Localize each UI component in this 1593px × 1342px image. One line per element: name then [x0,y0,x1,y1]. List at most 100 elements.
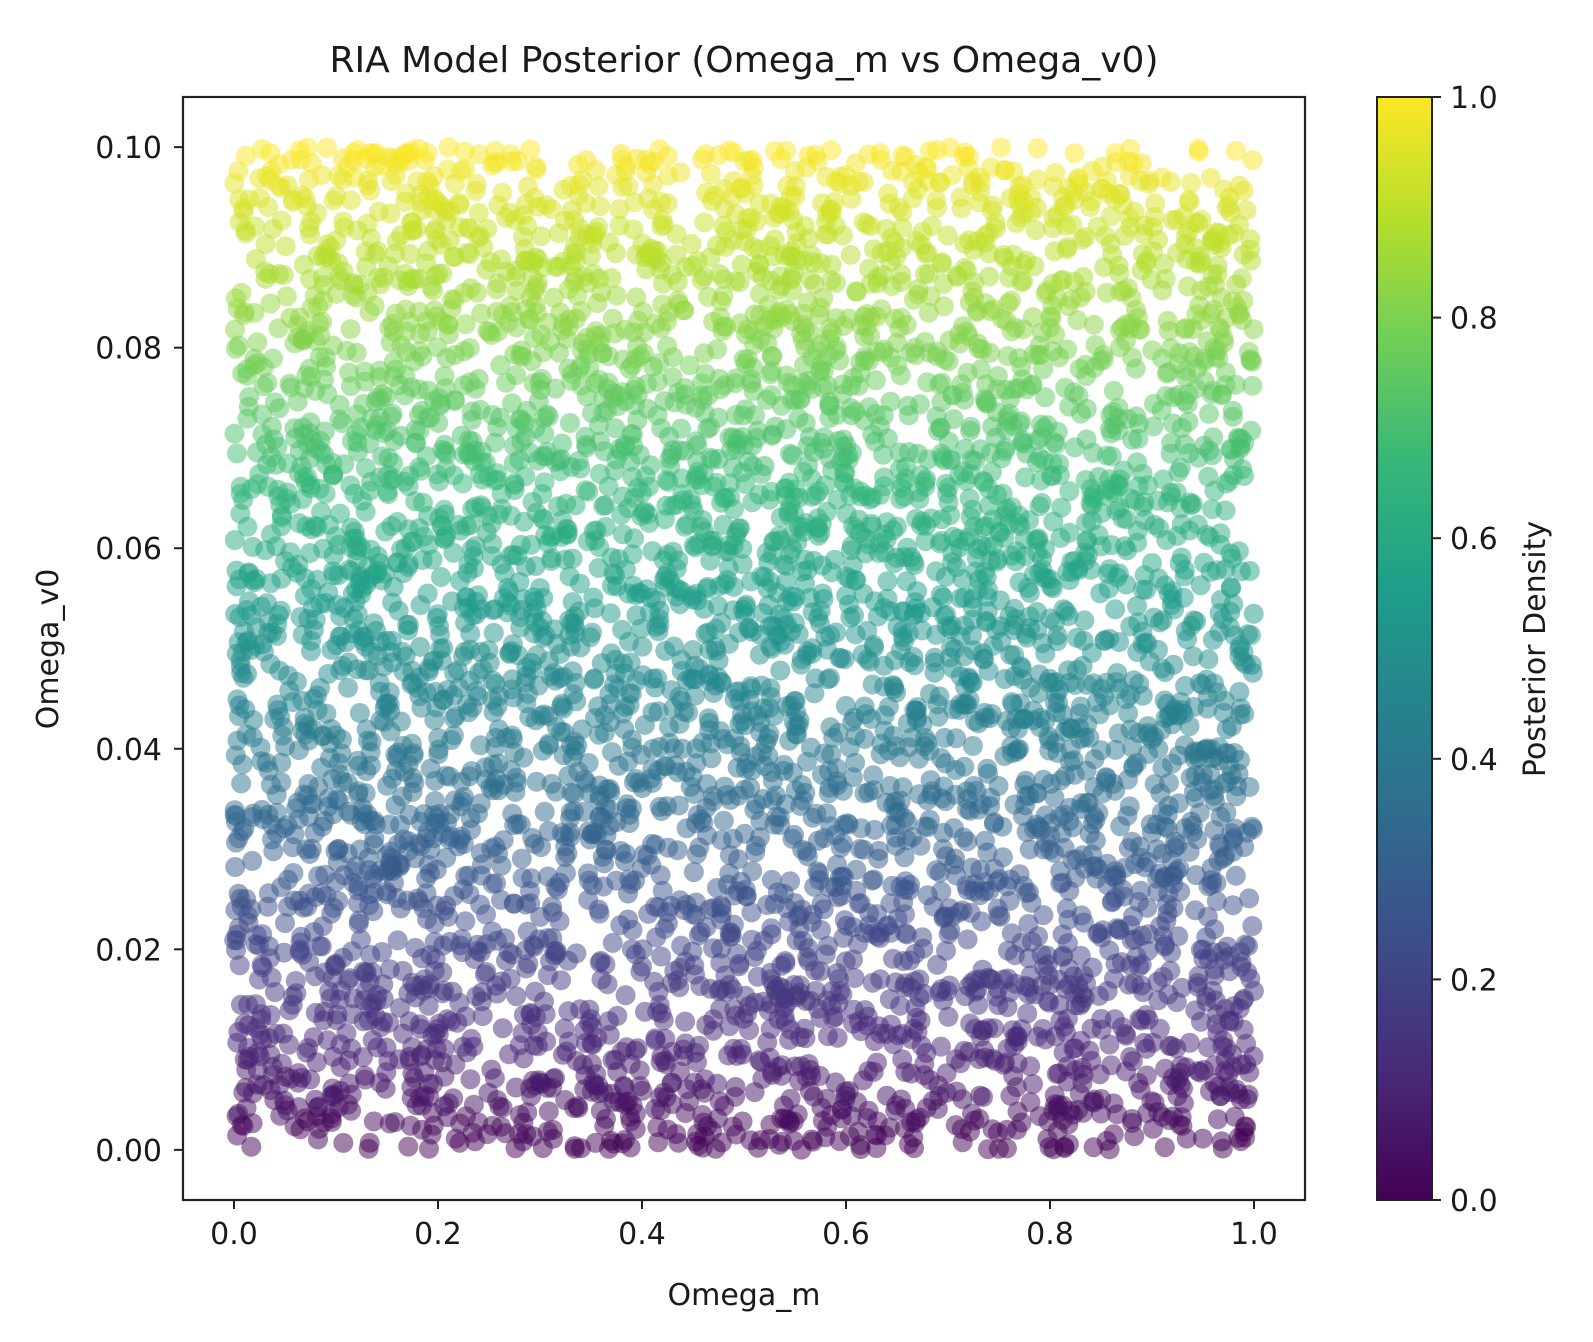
scatter-point [500,968,521,989]
scatter-point [513,226,533,247]
scatter-point [1097,981,1118,1001]
scatter-point [1225,865,1246,886]
scatter-point [1170,457,1191,478]
scatter-point [1070,403,1091,424]
scatter-point [465,181,486,201]
scatter-point [317,137,337,158]
scatter-point [322,1078,343,1099]
scatter-point [1169,858,1190,879]
scatter-point [1229,304,1250,325]
scatter-point [1144,514,1165,535]
scatter-point [1216,719,1237,740]
scatter-point [501,393,522,414]
scatter-point [673,300,694,321]
scatter-point [357,175,378,195]
scatter-point [694,212,715,233]
scatter-point [662,367,683,388]
scatter-point [727,943,748,964]
scatter-point [821,744,842,765]
scatter-point [667,840,688,861]
scatter-point [1045,162,1066,183]
scatter-point [307,685,328,706]
scatter-point [1206,872,1227,893]
scatter-point [723,457,743,478]
scatter-point [681,233,702,254]
scatter-point [455,314,476,335]
scatter-point [1065,1038,1086,1059]
scatter-point [990,590,1011,611]
scatter-point [825,215,846,236]
scatter-point [399,1011,420,1032]
scatter-point [237,365,258,386]
scatter-point [876,512,897,533]
scatter-point [760,235,781,256]
scatter-point [242,807,263,828]
scatter-point [896,830,917,851]
scatter-point [987,898,1008,919]
scatter-point [690,922,711,943]
scatter-point [426,608,447,628]
scatter-point [1197,698,1218,719]
scatter-point [746,211,766,232]
scatter-point [931,252,952,273]
scatter-point [1000,1085,1021,1106]
scatter-point [534,801,555,822]
scatter-point [528,249,549,270]
scatter-point [776,572,796,592]
scatter-point [595,839,616,860]
scatter-point [840,540,861,561]
scatter-point [951,198,972,219]
scatter-point [472,469,493,490]
scatter-point [834,910,855,931]
scatter-point [844,968,865,988]
scatter-point [940,647,960,668]
scatter-point [870,922,890,943]
scatter-point [257,896,278,917]
scatter-point [629,1060,650,1081]
scatter-point [1045,733,1066,754]
scatter-point [1109,337,1130,358]
scatter-point [1122,737,1143,758]
scatter-point [516,693,537,714]
scatter-point [404,351,425,372]
scatter-point [589,463,610,484]
scatter-point [741,369,762,390]
scatter-point [877,571,898,592]
scatter-point [762,616,783,636]
scatter-point [1204,673,1224,694]
scatter-point [626,585,646,605]
scatter-point [609,199,630,220]
scatter-point [983,813,1004,834]
scatter-point [812,583,833,604]
scatter-point [1178,221,1199,242]
scatter-point [1122,831,1143,852]
scatter-point [1023,1074,1043,1095]
scatter-point [1014,529,1035,550]
scatter-point [520,139,541,160]
scatter-point [1189,295,1210,316]
scatter-point [433,935,454,956]
scatter-point [1229,681,1250,702]
scatter-point [1047,631,1068,652]
scatter-point [398,614,419,635]
scatter-point [769,976,789,997]
scatter-point [589,952,610,973]
scatter-point [1149,612,1170,633]
scatter-point [424,710,445,730]
scatter-point [377,775,398,796]
scatter-point [996,502,1017,523]
scatter-point [1182,494,1203,514]
scatter-point [592,343,613,363]
scatter-point [285,428,306,449]
scatter-point [1064,382,1084,403]
scatter-point [589,903,610,924]
scatter-point [756,389,777,410]
scatter-point [228,883,249,904]
scatter-point [877,428,898,449]
scatter-point [427,337,448,358]
scatter-point [892,145,913,166]
scatter-point [524,188,545,208]
scatter-point [470,793,491,814]
scatter-point [1041,466,1061,487]
scatter-point [1096,672,1117,693]
